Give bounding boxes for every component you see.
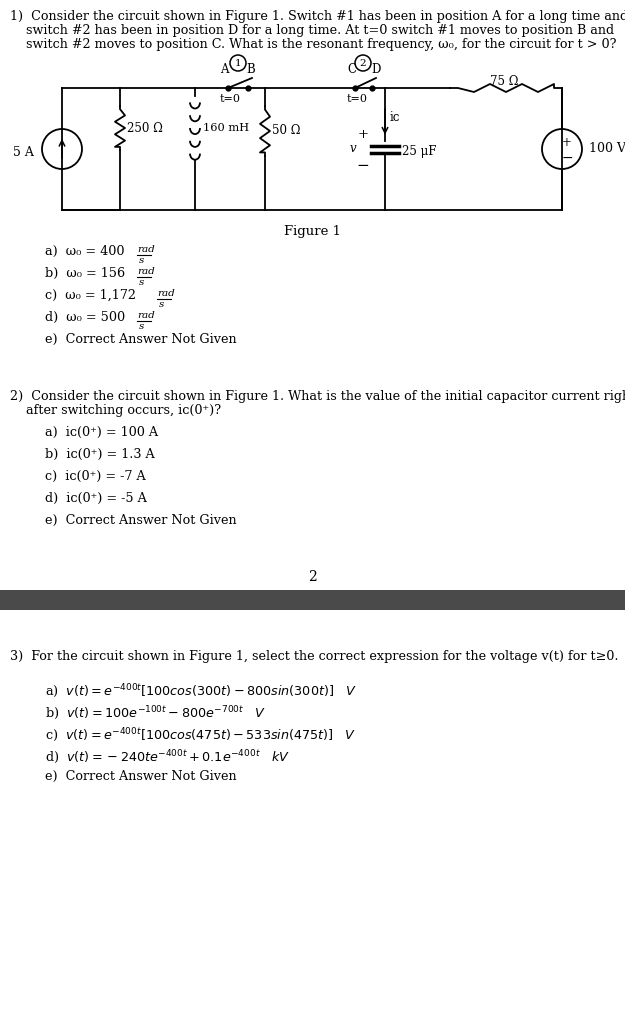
Text: C: C (348, 63, 356, 76)
Text: e)  Correct Answer Not Given: e) Correct Answer Not Given (45, 770, 237, 783)
Text: 5 A: 5 A (13, 145, 34, 159)
Text: A: A (220, 63, 228, 76)
Text: D: D (371, 63, 381, 76)
Text: +: + (562, 135, 572, 148)
Text: a)  ω₀ = 400: a) ω₀ = 400 (45, 245, 124, 258)
Text: 2: 2 (360, 59, 366, 69)
Text: t=0: t=0 (220, 94, 241, 104)
Text: d)  $v(t) = -240te^{-400t} + 0.1e^{-400t}$   $kV$: d) $v(t) = -240te^{-400t} + 0.1e^{-400t}… (45, 748, 290, 766)
Text: s: s (139, 278, 144, 287)
Text: after switching occurs, iᴄ(0⁺)?: after switching occurs, iᴄ(0⁺)? (10, 404, 221, 417)
Text: s: s (159, 300, 164, 309)
Text: rad: rad (137, 267, 155, 276)
Text: b)  $v(t) = 100e^{-100t} - 800e^{-700t}$   $V$: b) $v(t) = 100e^{-100t} - 800e^{-700t}$ … (45, 705, 266, 722)
Text: d)  ω₀ = 500: d) ω₀ = 500 (45, 311, 125, 324)
Text: 2: 2 (308, 570, 316, 584)
Text: 50 Ω: 50 Ω (272, 125, 301, 137)
Text: switch #2 has been in position D for a long time. At t=0 switch #1 moves to posi: switch #2 has been in position D for a l… (10, 24, 614, 37)
Text: iᴄ: iᴄ (390, 111, 401, 124)
Text: c)  iᴄ(0⁺) = -7 A: c) iᴄ(0⁺) = -7 A (45, 470, 146, 483)
Text: t=0: t=0 (347, 94, 368, 104)
Text: 160 mH: 160 mH (203, 123, 249, 133)
Text: rad: rad (137, 245, 155, 254)
Text: s: s (139, 322, 144, 331)
Text: 100 V: 100 V (589, 142, 625, 156)
Text: c)  $v(t) = e^{-400t}[100cos(475t) - 533sin(475t)]$   $V$: c) $v(t) = e^{-400t}[100cos(475t) - 533s… (45, 726, 356, 743)
Text: switch #2 moves to position C. What is the resonant frequency, ω₀, for the circu: switch #2 moves to position C. What is t… (10, 38, 616, 51)
Text: rad: rad (137, 311, 155, 319)
Text: e)  Correct Answer Not Given: e) Correct Answer Not Given (45, 333, 237, 346)
Text: a)  iᴄ(0⁺) = 100 A: a) iᴄ(0⁺) = 100 A (45, 426, 158, 439)
Text: v: v (350, 142, 356, 156)
Text: 250 Ω: 250 Ω (127, 122, 163, 134)
Text: 1)  Consider the circuit shown in Figure 1. Switch #1 has been in position A for: 1) Consider the circuit shown in Figure … (10, 10, 625, 23)
Text: 25 μF: 25 μF (402, 145, 436, 159)
Text: +: + (357, 128, 369, 140)
Text: rad: rad (157, 289, 175, 298)
Text: e)  Correct Answer Not Given: e) Correct Answer Not Given (45, 514, 237, 527)
Bar (0, 590, 625, 610)
Text: Figure 1: Figure 1 (284, 225, 341, 238)
Text: d)  iᴄ(0⁺) = -5 A: d) iᴄ(0⁺) = -5 A (45, 492, 147, 505)
Text: a)  $v(t) = e^{-400t}[100cos(300t) - 800sin(300t)]$   $V$: a) $v(t) = e^{-400t}[100cos(300t) - 800s… (45, 682, 357, 699)
Text: b)  iᴄ(0⁺) = 1.3 A: b) iᴄ(0⁺) = 1.3 A (45, 449, 155, 461)
Text: 75 Ω: 75 Ω (490, 75, 518, 88)
Text: b)  ω₀ = 156: b) ω₀ = 156 (45, 267, 125, 280)
Text: c)  ω₀ = 1,172: c) ω₀ = 1,172 (45, 289, 136, 302)
Text: 2)  Consider the circuit shown in Figure 1. What is the value of the initial cap: 2) Consider the circuit shown in Figure … (10, 390, 625, 403)
Text: s: s (139, 256, 144, 265)
Text: −: − (561, 151, 573, 165)
Text: B: B (247, 63, 256, 76)
Text: −: − (357, 159, 369, 173)
Text: 3)  For the circuit shown in Figure 1, select the correct expression for the vol: 3) For the circuit shown in Figure 1, se… (10, 650, 619, 663)
Text: 1: 1 (235, 59, 241, 69)
